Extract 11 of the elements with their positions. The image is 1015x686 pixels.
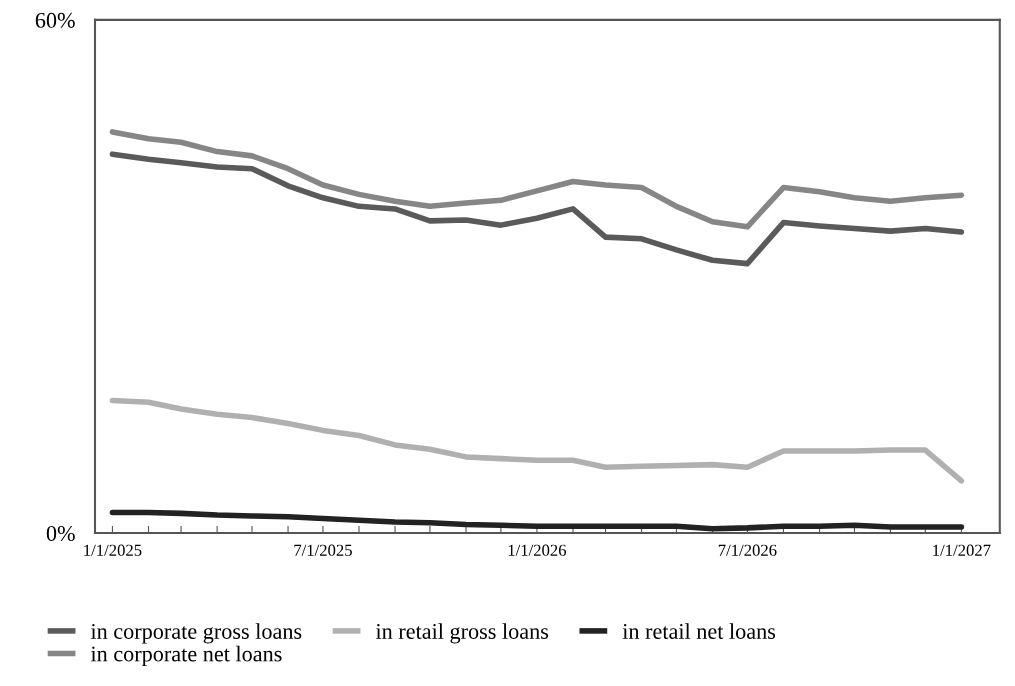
y-tick-label: 60% xyxy=(35,12,75,28)
y-tick-label: 0% xyxy=(46,525,75,542)
x-tick-label: 7/1/2025 xyxy=(294,544,352,556)
x-tick-label: 7/1/2026 xyxy=(718,544,777,556)
legend-label: in retail net loans xyxy=(622,623,776,639)
legend-label: in retail gross loans xyxy=(375,623,549,644)
legend-label: in corporate gross loans xyxy=(90,623,302,644)
x-tick-label: 1/1/2025 xyxy=(84,544,142,556)
x-tick-label: 1/1/2026 xyxy=(508,544,567,556)
legend-label: in corporate net loans xyxy=(90,645,282,666)
x-tick-label: 1/1/2027 xyxy=(933,544,991,556)
